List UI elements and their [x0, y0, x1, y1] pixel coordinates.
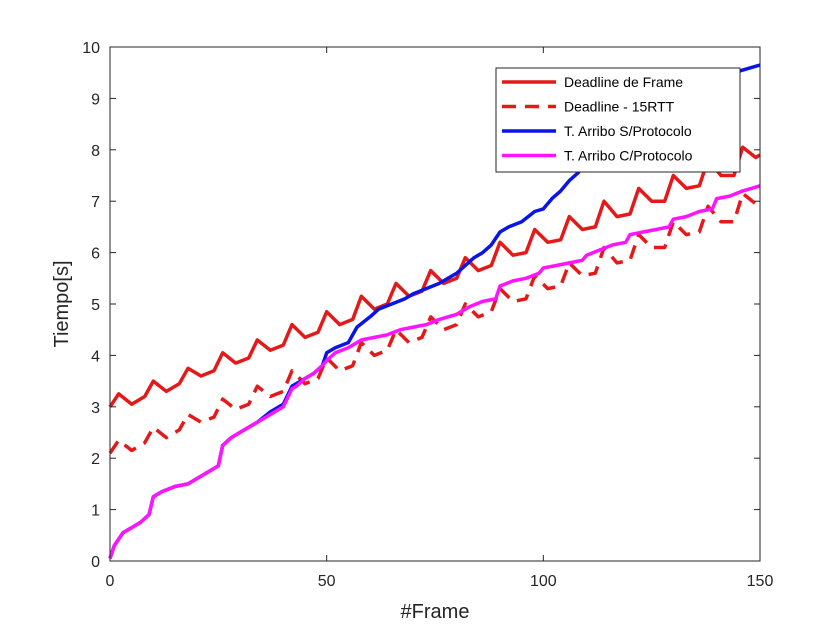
series-line-2 [108, 191, 761, 455]
y-tick-label: 10 [82, 40, 100, 57]
legend-label-2: Deadline - 15RTT [564, 99, 675, 115]
x-tick-label: 100 [530, 573, 557, 590]
x-tick-label: 150 [747, 573, 774, 590]
y-tick-label: 7 [91, 194, 100, 211]
y-tick-label: 2 [91, 451, 100, 468]
y-tick-label: 1 [91, 503, 100, 520]
x-tick-label: 50 [318, 573, 336, 590]
axes-layer: 0 50 100 150 0 1 2 3 4 5 6 7 8 9 10 [82, 40, 773, 590]
series-line-4 [108, 184, 761, 559]
legend-label-4: T. Arribo C/Protocolo [564, 148, 693, 164]
legend-label-1: Deadline de Frame [564, 74, 683, 90]
y-tick-label: 0 [91, 554, 100, 571]
x-tick-label: 0 [106, 573, 115, 590]
series-line-1 [108, 145, 761, 408]
y-tick-label: 6 [91, 246, 100, 263]
legend: Deadline de Frame Deadline - 15RTT T. Arri… [495, 67, 741, 173]
y-tick-label: 4 [91, 348, 100, 365]
y-tick-label: 9 [91, 91, 100, 108]
y-tick-label: 5 [91, 297, 100, 314]
y-tick-label: 3 [91, 400, 100, 417]
y-axis-label: Tiempo[s] [51, 260, 73, 347]
legend-label-3: T. Arribo S/Protocolo [564, 123, 692, 139]
x-axis-label: #Frame [401, 601, 470, 623]
y-tick-label: 8 [91, 143, 100, 160]
